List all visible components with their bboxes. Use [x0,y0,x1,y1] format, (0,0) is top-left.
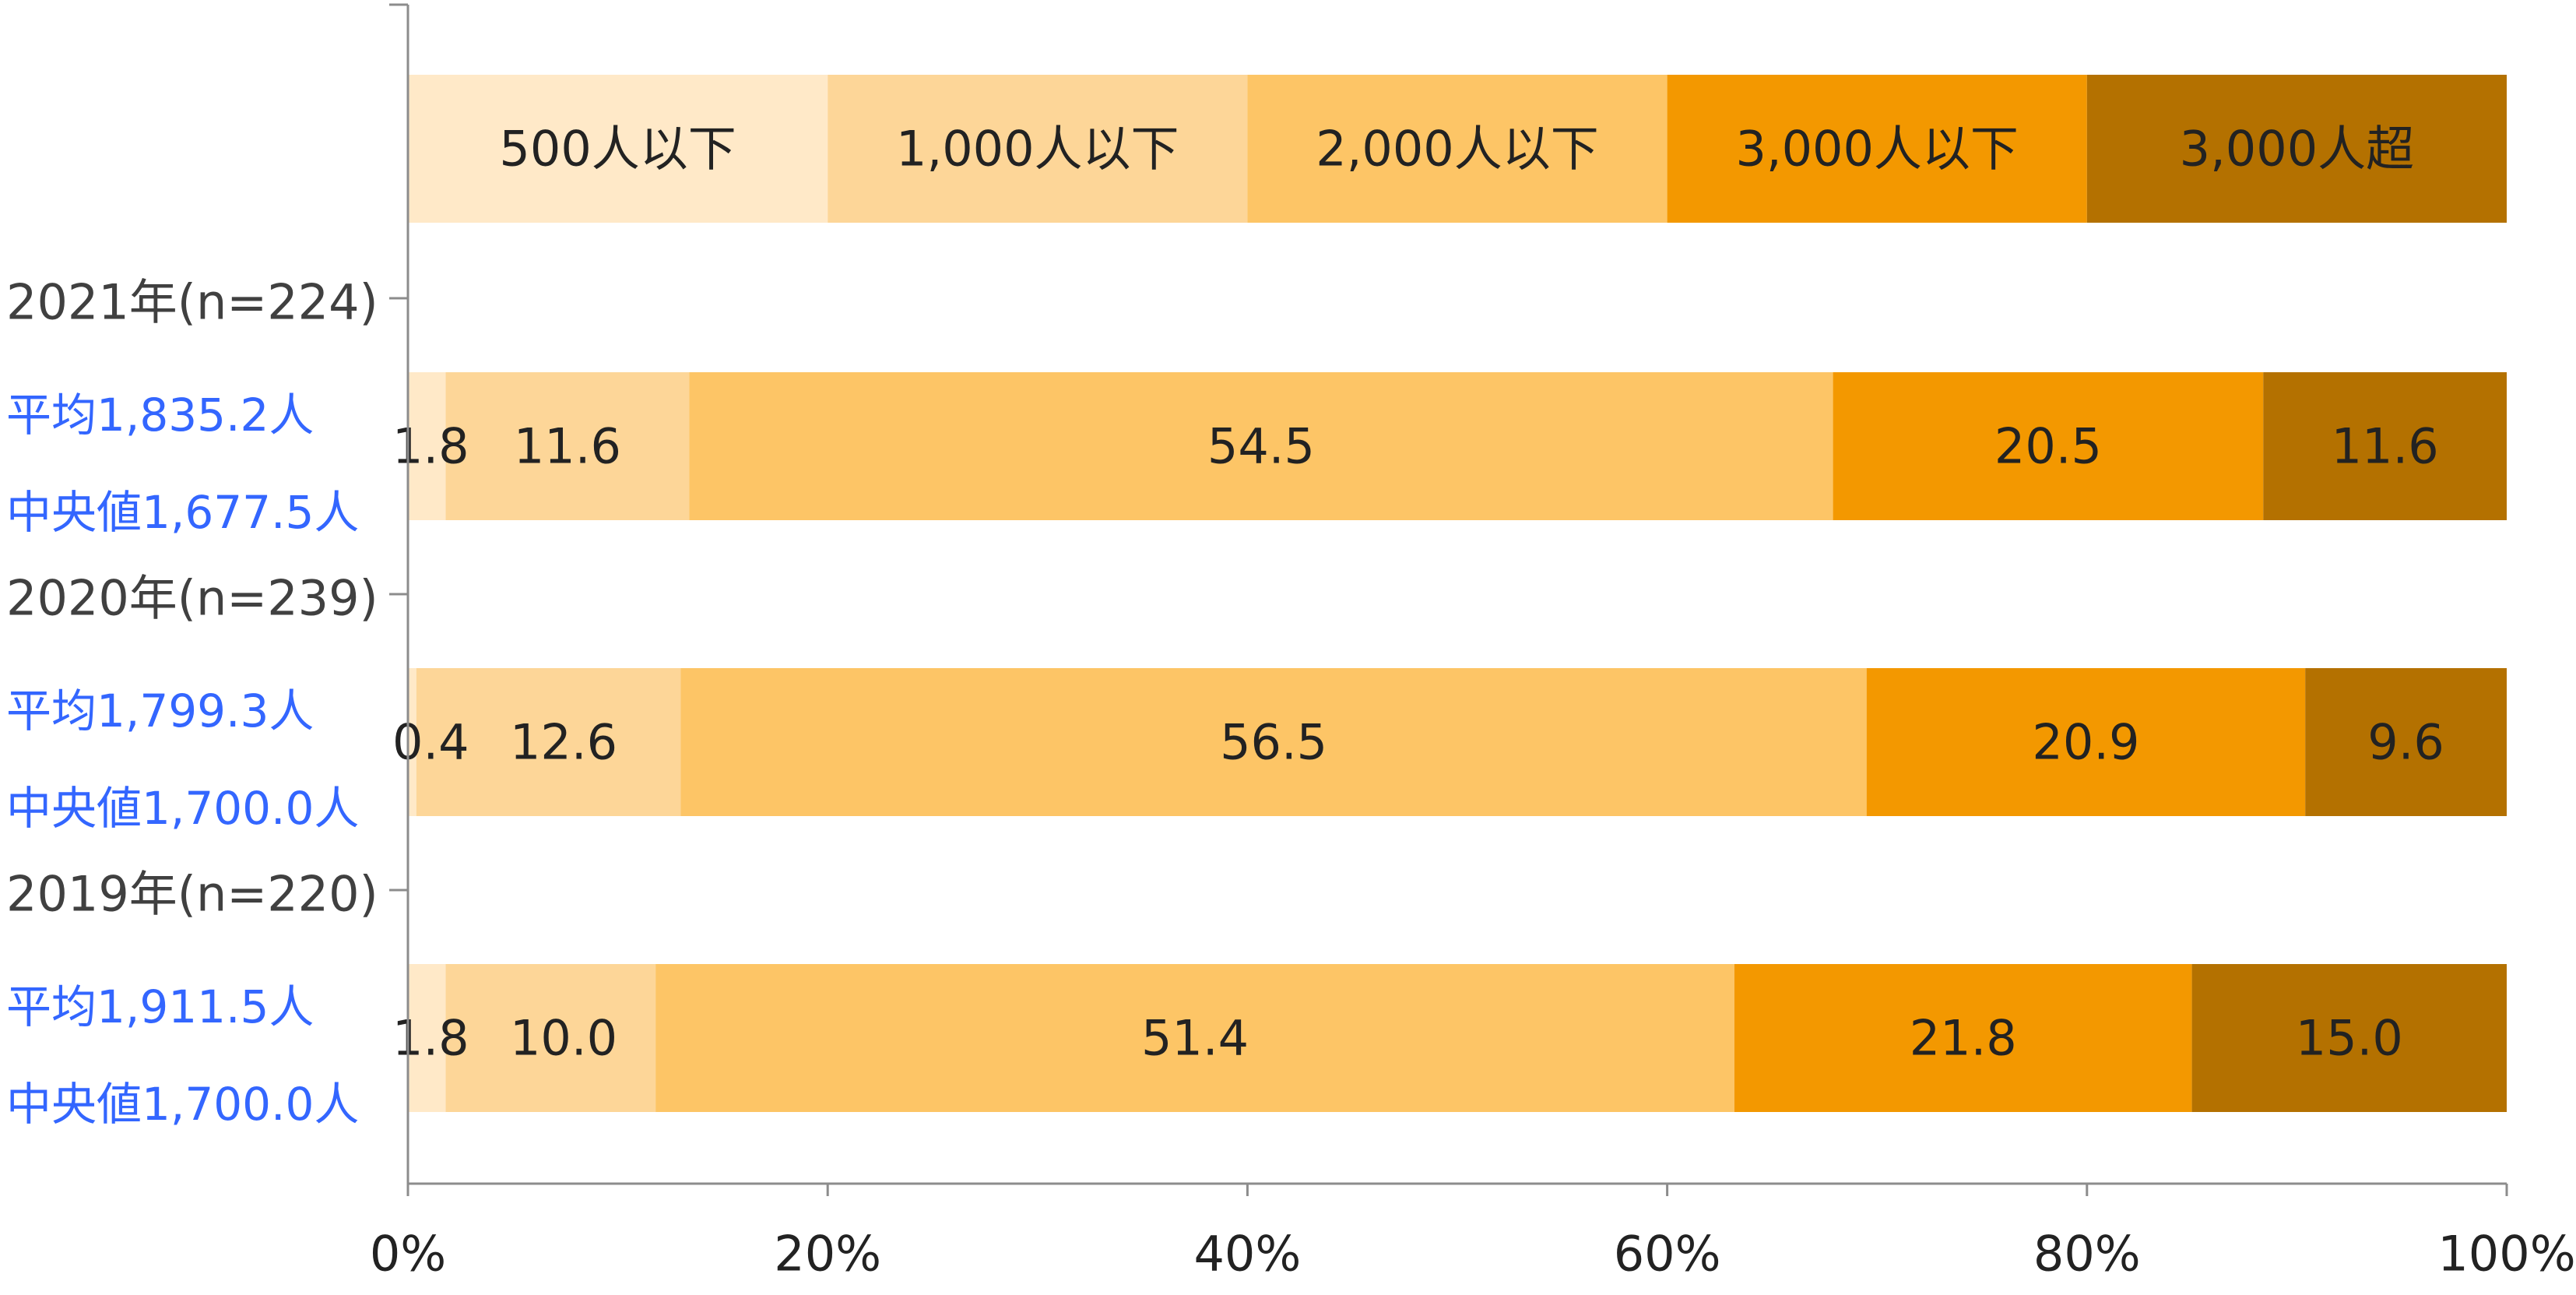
bar-segment-r3-s1 [408,964,446,1112]
bar-segment-r2-s1 [408,668,416,816]
row-mean-3: 平均1,911.5人 [6,980,314,1033]
row-median-2: 中央値1,700.0人 [6,782,359,835]
data-label-r3-s2: 10.0 [510,1010,617,1067]
data-label-r1-s1: 1.8 [392,418,469,475]
data-label-r3-s4: 21.8 [1910,1010,2017,1067]
x-tick-label-3: 40% [1193,1226,1301,1283]
legend-swatch-5 [2086,75,2507,223]
bar-segment-r3-s2 [445,964,656,1112]
x-tick-label-2: 20% [774,1226,881,1283]
legend-swatch-2 [828,75,1248,223]
row-median-1: 中央値1,677.5人 [6,486,359,539]
row-label-3: 2019年(n=220) [6,866,378,923]
bar-segment-r3-s4 [1734,964,2192,1112]
data-label-r2-s4: 20.9 [2032,714,2139,771]
data-label-r3-s5: 15.0 [2296,1010,2403,1067]
row-mean-2: 平均1,799.3人 [6,684,314,737]
legend-label-1: 500人以下 [499,121,736,178]
legend-swatch-3 [1247,75,1668,223]
x-tick-label-1: 0% [370,1226,446,1283]
bar-segment-r1-s1 [408,372,446,520]
bar-segment-r2-s5 [2305,668,2507,816]
legend-label-3: 2,000人以下 [1316,121,1599,178]
data-label-r1-s2: 11.6 [514,418,621,475]
bar-segment-r2-s4 [1866,668,2306,816]
bar-segment-r1-s2 [445,372,690,520]
data-label-r2-s3: 56.5 [1220,714,1327,771]
bar-segment-r3-s5 [2191,964,2507,1112]
legend-swatch-1 [408,75,828,223]
legend-label-5: 3,000人超 [2180,121,2415,178]
bar-segment-r2-s3 [680,668,1867,816]
bar-segment-r3-s3 [655,964,1734,1112]
data-label-r1-s3: 54.5 [1207,418,1315,475]
bar-segment-r1-s4 [1833,372,2264,520]
row-mean-1: 平均1,835.2人 [6,389,314,442]
x-tick-label-6: 100% [2437,1226,2575,1283]
data-label-r2-s1: 0.4 [392,714,469,771]
bar-segment-r2-s2 [416,668,681,816]
legend-swatch-4 [1667,75,2087,223]
row-label-2: 2020年(n=239) [6,570,378,627]
legend-label-4: 3,000人以下 [1735,121,2019,178]
legend-label-2: 1,000人以下 [896,121,1179,178]
x-tick-label-5: 80% [2033,1226,2141,1283]
data-label-r1-s4: 20.5 [1994,418,2102,475]
data-label-r2-s2: 12.6 [510,714,617,771]
x-tick-label-4: 60% [1614,1226,1721,1283]
row-median-3: 中央値1,700.0人 [6,1078,359,1131]
data-label-r1-s5: 11.6 [2332,418,2439,475]
data-label-r2-s5: 9.6 [2367,714,2444,771]
row-label-1: 2021年(n=224) [6,274,378,331]
bar-segment-r1-s5 [2263,372,2507,520]
bar-segment-r1-s3 [689,372,1833,520]
data-label-r3-s3: 51.4 [1141,1010,1249,1067]
data-label-r3-s1: 1.8 [392,1010,469,1067]
